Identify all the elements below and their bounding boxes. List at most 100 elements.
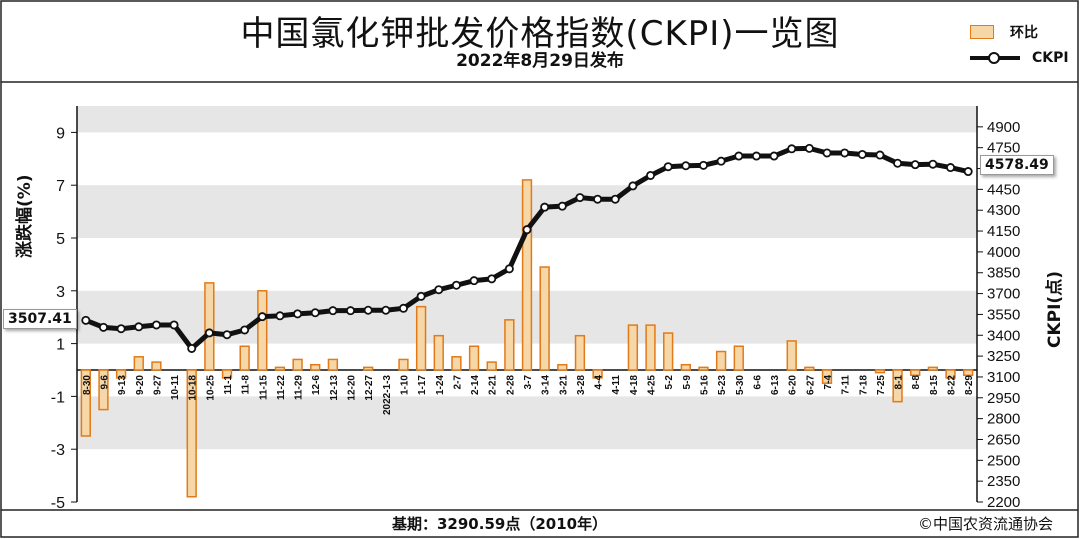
right-tick-label: 2500 [987, 452, 1020, 469]
ckpi-point [893, 158, 903, 168]
x-tick-label: 1-10 [399, 375, 410, 395]
left-tick-label: 7 [56, 178, 65, 195]
ckpi-point [787, 144, 797, 154]
bar [433, 334, 444, 371]
right-tick-label: 3700 [987, 286, 1020, 303]
bar [821, 369, 833, 384]
footer-credit: ©中国农资流通协会 [918, 515, 1054, 533]
bar [327, 358, 339, 371]
x-tick-label: 11-8 [241, 375, 252, 395]
x-tick-label: 8-8 [911, 375, 922, 390]
bar [963, 369, 974, 377]
ckpi-point [328, 306, 338, 316]
x-tick-label: 1-17 [417, 375, 428, 395]
bar [574, 334, 586, 371]
ckpi-point [187, 343, 197, 353]
x-tick-label: 1-24 [435, 375, 446, 395]
ckpi-point [522, 225, 532, 235]
ckpi-point [275, 311, 285, 321]
bar [115, 369, 127, 379]
bar [892, 369, 903, 403]
ckpi-point [134, 322, 144, 332]
bar [557, 363, 568, 371]
ckpi-point [963, 167, 973, 177]
x-tick-label: 9-13 [117, 375, 128, 395]
legend-line-swatch [970, 52, 1020, 64]
bar [910, 369, 921, 377]
ckpi-point [646, 170, 656, 180]
last-value-badge: 4578.49 [980, 155, 1054, 175]
ckpi-point [716, 156, 726, 166]
right-tick-label: 3550 [987, 306, 1020, 323]
bar [451, 356, 462, 371]
ckpi-point [416, 291, 426, 301]
ckpi-point [946, 163, 956, 173]
legend-line-label: CKPI [1032, 50, 1069, 66]
ckpi-point [204, 328, 214, 338]
x-tick-label: 11-1 [223, 375, 234, 395]
bar [804, 366, 815, 371]
bar [98, 369, 109, 411]
right-tick-label: 4450 [987, 181, 1020, 198]
right-tick-label: 4000 [987, 244, 1020, 261]
ckpi-point [804, 143, 814, 153]
bar [645, 324, 656, 371]
bar [310, 363, 321, 371]
chart-subtitle: 2022年8月29日发布 [456, 51, 624, 71]
ckpi-point [663, 162, 673, 172]
x-tick-label: 9-20 [135, 375, 146, 395]
left-tick-label: -1 [51, 389, 65, 406]
x-tick-label: 10-11 [170, 375, 181, 400]
left-axis: -5 -3 -1 1 3 5 7 9 [51, 106, 78, 512]
x-tick-label: 9-27 [152, 375, 163, 395]
x-tick-label: 7-11 [841, 375, 852, 395]
bar [398, 358, 409, 371]
ckpi-point [240, 325, 250, 335]
x-tick-label: 7-25 [876, 375, 887, 395]
ckpi-point [540, 202, 550, 212]
ckpi-point [751, 151, 761, 161]
bar [80, 369, 91, 437]
ckpi-point [257, 312, 267, 322]
legend-item-line: CKPI [970, 50, 1069, 66]
ckpi-point [857, 149, 867, 159]
ckpi-point [310, 308, 320, 318]
x-axis-labels: 8-30 9-6 9-13 9-20 9-27 10-11 10-18 10-25 11-1 11… [82, 375, 975, 415]
ckpi-point [98, 322, 108, 332]
bar [151, 361, 162, 371]
bar [733, 345, 744, 371]
left-tick-label: -5 [51, 495, 65, 512]
bar [786, 340, 797, 371]
left-tick-label: 9 [56, 125, 65, 142]
ckpi-point [451, 280, 461, 290]
x-tick-label: 4-4 [594, 375, 605, 390]
ckpi-point [557, 201, 567, 211]
legend: 环比 CKPI [970, 14, 1074, 74]
x-tick-label: 8-30 [82, 375, 93, 395]
bar [133, 356, 144, 371]
right-tick-label: 3850 [987, 265, 1020, 282]
x-tick-label: 9-6 [99, 375, 110, 390]
x-tick-label: 8-29 [964, 375, 975, 395]
x-tick-label: 10-25 [205, 375, 216, 401]
ckpi-point [398, 303, 408, 313]
x-tick-label: 6-20 [788, 375, 799, 395]
x-tick-label: 11-22 [276, 375, 287, 400]
right-tick-label: 4150 [987, 223, 1020, 240]
x-tick-label: 4-18 [629, 375, 640, 395]
right-tick-label: 3250 [987, 348, 1020, 365]
ckpi-point [610, 194, 620, 204]
bar [221, 369, 233, 379]
x-tick-label: 5-2 [664, 375, 675, 390]
ckpi-point [363, 305, 373, 315]
ckpi-point [593, 194, 603, 204]
legend-item-bar: 环比 [970, 22, 1038, 42]
x-tick-label: 6-27 [805, 375, 816, 395]
x-tick-label: 12-13 [329, 375, 340, 401]
ckpi-point [434, 285, 444, 295]
left-tick-label: 5 [56, 231, 65, 248]
right-tick-label: 2200 [987, 494, 1020, 511]
x-tick-label: 2022-1-3 [382, 375, 393, 415]
